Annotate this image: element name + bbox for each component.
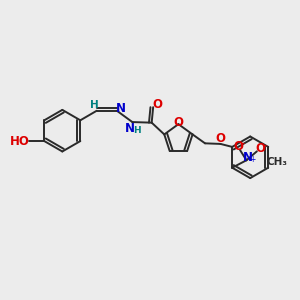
Text: HO: HO (10, 135, 30, 148)
Text: H: H (90, 100, 99, 110)
Text: N: N (116, 103, 125, 116)
Text: N: N (243, 151, 253, 164)
Text: O: O (173, 116, 183, 129)
Text: O: O (216, 132, 226, 145)
Text: -: - (263, 142, 266, 151)
Text: O: O (255, 142, 266, 155)
Text: H: H (133, 126, 141, 135)
Text: N: N (125, 122, 135, 134)
Text: CH₃: CH₃ (266, 157, 287, 167)
Text: +: + (249, 155, 256, 164)
Text: O: O (152, 98, 162, 111)
Text: O: O (233, 140, 243, 153)
Text: -: - (242, 139, 245, 148)
